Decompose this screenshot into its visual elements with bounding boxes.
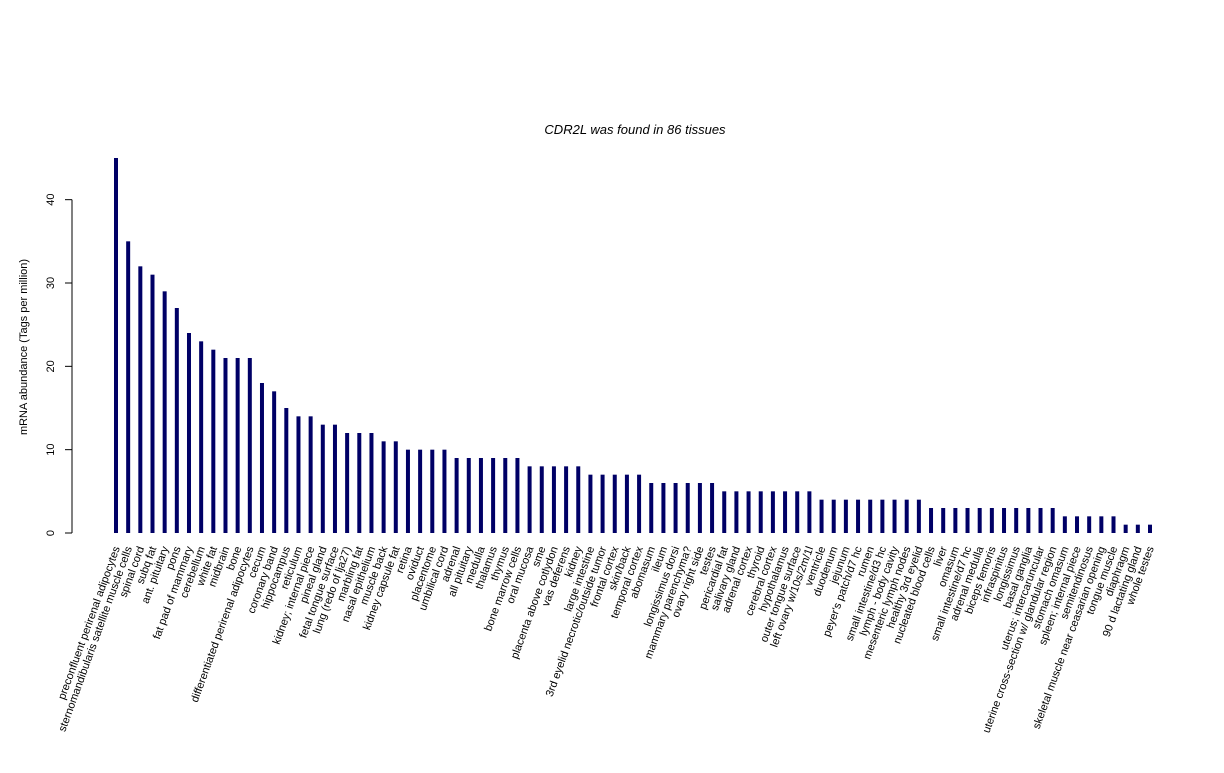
bar (138, 266, 143, 533)
bar (1062, 516, 1067, 533)
bar (649, 483, 654, 533)
y-tick-label: 20 (45, 360, 57, 372)
bar (758, 491, 763, 533)
bar (1135, 524, 1140, 533)
bar (272, 391, 277, 533)
bar (478, 458, 483, 533)
bar (612, 474, 617, 533)
bar (941, 508, 946, 533)
bar (734, 491, 739, 533)
bar (1087, 516, 1092, 533)
bar (1111, 516, 1116, 533)
bar (296, 416, 301, 533)
bar (783, 491, 788, 533)
bar (624, 474, 629, 533)
bar (539, 466, 544, 533)
bar (1038, 508, 1043, 533)
bar (1026, 508, 1031, 533)
bar (430, 449, 435, 533)
bar (600, 474, 605, 533)
bar (186, 333, 191, 533)
bar (929, 508, 934, 533)
bar (199, 341, 204, 533)
bar (308, 416, 313, 533)
bar (454, 458, 459, 533)
bar (150, 274, 155, 533)
bar (1002, 508, 1007, 533)
bar (807, 491, 812, 533)
bar (576, 466, 581, 533)
bar (332, 424, 337, 533)
bar (868, 499, 873, 533)
bar (259, 383, 264, 533)
bar (770, 491, 775, 533)
bar (697, 483, 702, 533)
bar (211, 349, 216, 533)
y-tick-label: 0 (45, 530, 57, 536)
bar (746, 491, 751, 533)
bar (710, 483, 715, 533)
bar (284, 408, 289, 533)
bar (515, 458, 520, 533)
bar (892, 499, 897, 533)
bar (235, 358, 240, 533)
bar (418, 449, 423, 533)
bar (795, 491, 800, 533)
bar (491, 458, 496, 533)
bar (1099, 516, 1104, 533)
bar (685, 483, 690, 533)
bar (880, 499, 885, 533)
bar (466, 458, 471, 533)
bar (320, 424, 325, 533)
bar (114, 158, 118, 533)
y-tick-label: 10 (45, 444, 57, 456)
bar (381, 441, 386, 533)
x-tick-label: sternomandibularis satellite muscle cell… (57, 544, 136, 733)
bar (904, 499, 909, 533)
bar (953, 508, 958, 533)
bar (856, 499, 861, 533)
bar (223, 358, 228, 533)
bar (989, 508, 994, 533)
x-tick-label: preconfluent perirenal adipocytes (56, 544, 123, 701)
bar (503, 458, 508, 533)
bar (357, 433, 362, 533)
bar (527, 466, 532, 533)
bar (637, 474, 642, 533)
bar (588, 474, 593, 533)
bar (1014, 508, 1019, 533)
bar (345, 433, 350, 533)
bar (551, 466, 556, 533)
bar (965, 508, 970, 533)
bar (977, 508, 982, 533)
bar (843, 499, 848, 533)
y-tick-label: 40 (45, 194, 57, 206)
bar (1148, 524, 1152, 533)
bar (722, 491, 727, 533)
bar (831, 499, 836, 533)
bar (405, 449, 410, 533)
y-axis-label: mRNA abundance (Tags per million) (18, 259, 30, 435)
bar (174, 308, 179, 533)
y-tick-label: 30 (45, 277, 57, 289)
bar (1123, 524, 1128, 533)
bar (126, 241, 131, 534)
bar (369, 433, 374, 533)
bar (1075, 516, 1080, 533)
bar (564, 466, 569, 533)
bar (247, 358, 252, 533)
bar (1050, 508, 1055, 533)
bar (916, 499, 921, 533)
bar (162, 291, 167, 533)
bar (393, 441, 398, 533)
chart-title: CDR2L was found in 86 tissues (544, 122, 726, 137)
bar (819, 499, 824, 533)
bar (661, 483, 666, 533)
bar (673, 483, 678, 533)
bar (442, 449, 447, 533)
